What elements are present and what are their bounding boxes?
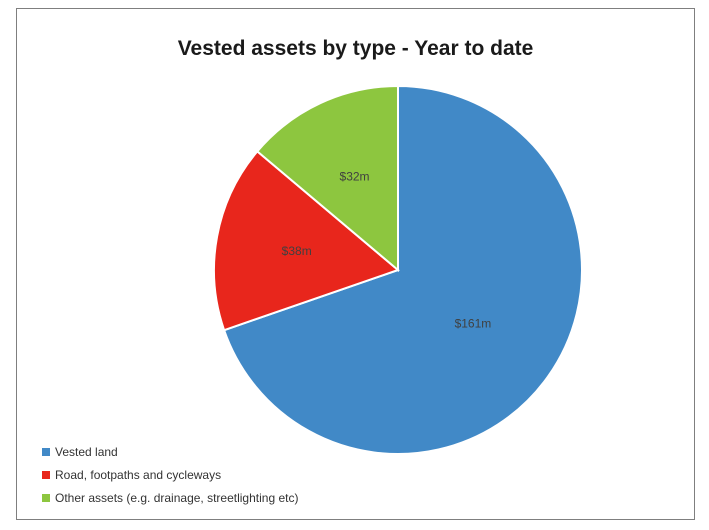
- chart-title: Vested assets by type - Year to date: [177, 37, 534, 60]
- data-label-2: $38m: [282, 244, 312, 258]
- legend-item-3: Other assets (e.g. drainage, streetlight…: [42, 486, 298, 509]
- legend-item-2: Road, footpaths and cycleways: [42, 463, 298, 486]
- legend-swatch: [42, 447, 50, 456]
- legend: Vested land Road, footpaths and cycleways…: [42, 440, 298, 509]
- pie-slice-2: [213, 149, 400, 332]
- legend-swatch: [42, 470, 50, 479]
- pie-slice-3: [255, 84, 399, 273]
- legend-label: Vested land: [55, 444, 118, 459]
- legend-label: Other assets (e.g. drainage, streetlight…: [55, 490, 299, 505]
- pie-slice-1: [222, 84, 583, 455]
- legend-swatch: [42, 493, 50, 502]
- data-label-1: $161m: [455, 316, 492, 330]
- legend-label: Road, footpaths and cycleways: [55, 467, 222, 482]
- legend-item-1: Vested land: [42, 440, 298, 463]
- data-label-3: $32m: [340, 170, 370, 184]
